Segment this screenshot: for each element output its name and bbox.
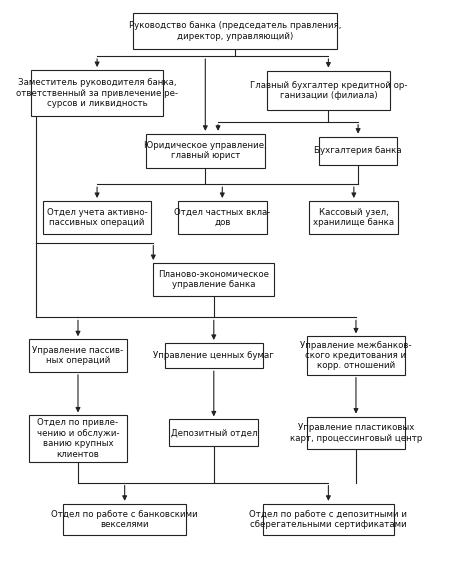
FancyBboxPatch shape (169, 420, 258, 446)
FancyBboxPatch shape (319, 137, 397, 165)
Text: Главный бухгалтер кредитной ор-
ганизации (филиала): Главный бухгалтер кредитной ор- ганизаци… (250, 80, 407, 100)
FancyBboxPatch shape (43, 201, 151, 234)
Text: Управление пластиковых
карт, процессинговый центр: Управление пластиковых карт, процессинго… (290, 423, 422, 442)
Text: Руководство банка (председатель правления,
директор, управляющий): Руководство банка (председатель правлени… (129, 21, 341, 40)
FancyBboxPatch shape (178, 201, 267, 234)
Text: Планово-экономическое
управление банка: Планово-экономическое управление банка (158, 270, 269, 289)
FancyBboxPatch shape (63, 504, 186, 535)
FancyBboxPatch shape (307, 417, 405, 449)
Text: Юридическое управление,
главный юрист: Юридическое управление, главный юрист (144, 141, 267, 160)
Text: Депозитный отдел: Депозитный отдел (171, 429, 257, 437)
Text: Отдел по привле-
чению и обслужи-
ванию крупных
клиентов: Отдел по привле- чению и обслужи- ванию … (36, 418, 119, 459)
Text: Заместитель руководителя банка,
ответственный за привлечение ре-
сурсов и ликвид: Заместитель руководителя банка, ответств… (16, 78, 178, 108)
FancyBboxPatch shape (263, 504, 394, 535)
FancyBboxPatch shape (165, 343, 263, 368)
Text: Управление ценных бумаг: Управление ценных бумаг (153, 351, 274, 360)
FancyBboxPatch shape (309, 201, 398, 234)
FancyBboxPatch shape (307, 336, 405, 374)
FancyBboxPatch shape (29, 416, 127, 462)
Text: Кассовый узел,
хранилище банка: Кассовый узел, хранилище банка (313, 207, 394, 227)
FancyBboxPatch shape (267, 71, 390, 110)
Text: Управление межбанков-
ского кредитования и
корр. отношений: Управление межбанков- ского кредитования… (300, 341, 412, 371)
Text: Отдел по работе с банковскими
векселями: Отдел по работе с банковскими векселями (51, 510, 198, 529)
Text: Бухгалтерия банка: Бухгалтерия банка (314, 146, 402, 155)
Text: Управление пассив-
ных операций: Управление пассив- ных операций (32, 346, 124, 365)
FancyBboxPatch shape (146, 134, 265, 168)
FancyBboxPatch shape (133, 13, 337, 50)
FancyBboxPatch shape (32, 70, 163, 116)
FancyBboxPatch shape (29, 339, 127, 372)
FancyBboxPatch shape (153, 263, 274, 296)
Text: Отдел частных вкла-
дов: Отдел частных вкла- дов (174, 207, 270, 227)
Text: Отдел учета активно-
пассивных операций: Отдел учета активно- пассивных операций (47, 207, 148, 227)
Text: Отдел по работе с депозитными и
сберегательными сертификатами: Отдел по работе с депозитными и сберегат… (249, 510, 407, 529)
